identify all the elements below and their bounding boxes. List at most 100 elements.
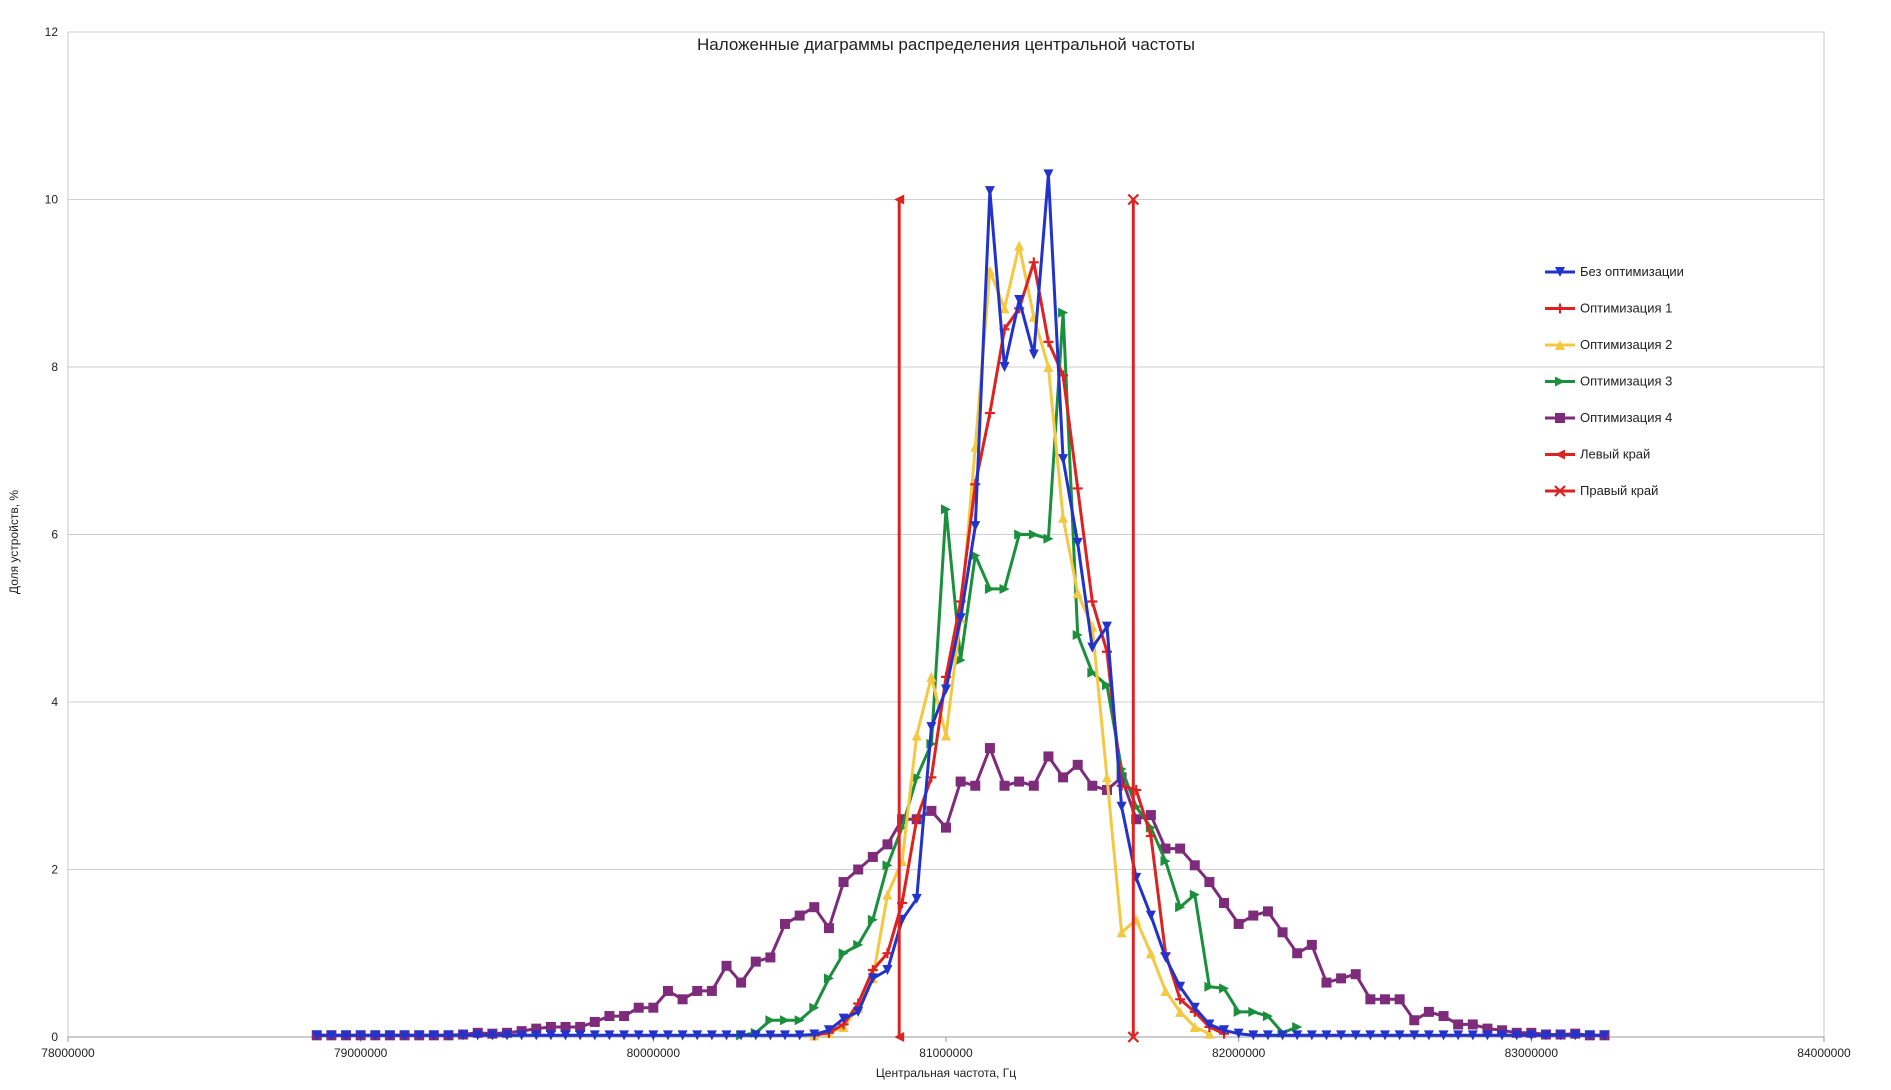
data-point <box>458 1030 469 1041</box>
data-point <box>692 1030 703 1041</box>
data-point <box>882 889 893 900</box>
data-point <box>867 965 878 975</box>
data-point <box>1058 772 1069 783</box>
data-point <box>1409 1015 1420 1026</box>
series-3 <box>736 307 1303 1041</box>
data-point <box>1292 948 1303 959</box>
data-point <box>648 1030 659 1041</box>
legend-marker <box>1555 340 1565 350</box>
x-tick-label: 79000000 <box>334 1046 388 1060</box>
data-point <box>984 583 995 594</box>
data-point <box>999 583 1010 594</box>
data-point <box>399 1030 410 1041</box>
data-point <box>589 1030 600 1041</box>
legend-marker <box>1555 303 1565 314</box>
data-point <box>1453 1019 1464 1030</box>
legend-marker <box>1555 413 1565 423</box>
data-point <box>1380 1030 1390 1041</box>
data-point <box>1482 1030 1493 1041</box>
legend-item: Без оптимизации <box>1545 264 1684 279</box>
data-point <box>955 776 966 787</box>
data-point <box>838 948 849 959</box>
data-point <box>589 1016 600 1027</box>
data-point <box>736 977 747 988</box>
data-point <box>1219 1025 1230 1036</box>
data-point <box>1350 969 1361 980</box>
data-point <box>1526 1030 1537 1041</box>
data-point <box>894 1032 905 1042</box>
data-point <box>1087 596 1098 607</box>
data-point <box>1292 1021 1303 1032</box>
data-point <box>677 994 688 1005</box>
data-point <box>1072 588 1083 599</box>
data-point <box>1438 1011 1449 1022</box>
data-point <box>1482 1023 1493 1034</box>
data-point <box>1175 902 1186 913</box>
data-point <box>838 1013 849 1024</box>
series-layer <box>311 169 1610 1043</box>
data-point <box>823 923 834 934</box>
data-point <box>970 550 981 561</box>
y-tick-label: 0 <box>51 1030 58 1044</box>
y-tick-label: 12 <box>45 25 59 39</box>
data-point <box>1380 994 1390 1005</box>
data-point <box>911 730 922 741</box>
data-point <box>1453 1030 1464 1041</box>
data-point <box>692 985 703 996</box>
data-point <box>1175 843 1186 854</box>
data-point <box>1189 889 1200 900</box>
data-point <box>1145 810 1156 821</box>
data-point <box>1058 307 1069 318</box>
data-point <box>1072 483 1083 494</box>
data-point <box>1043 751 1054 762</box>
data-point <box>1087 667 1098 678</box>
data-point <box>823 1025 834 1036</box>
chart-title: Наложенные диаграммы распределения центр… <box>697 35 1195 54</box>
data-point <box>604 1011 615 1022</box>
data-point <box>867 851 878 862</box>
data-point <box>428 1030 439 1041</box>
x-tick-label: 84000000 <box>1797 1046 1851 1060</box>
data-point <box>955 613 966 624</box>
data-point <box>472 1030 483 1041</box>
data-point <box>370 1030 381 1041</box>
data-point <box>765 952 776 963</box>
data-point <box>311 1030 322 1041</box>
data-point <box>911 814 922 825</box>
y-axis-label: Доля устройств, % <box>7 490 21 594</box>
data-point <box>1087 642 1098 653</box>
data-point <box>1160 985 1171 996</box>
data-point <box>1028 529 1039 540</box>
data-point <box>1584 1030 1595 1041</box>
data-point <box>1262 1030 1273 1041</box>
x-tick-label: 83000000 <box>1505 1046 1559 1060</box>
data-point <box>941 822 951 833</box>
data-point <box>1160 856 1171 867</box>
legend-item: Левый край <box>1545 447 1650 462</box>
data-point <box>1423 1030 1434 1041</box>
data-point <box>1262 906 1273 917</box>
data-point <box>1394 1030 1405 1041</box>
data-point <box>487 1030 498 1041</box>
data-point <box>662 1030 673 1041</box>
data-point <box>1131 814 1142 825</box>
data-point <box>1189 860 1200 871</box>
data-point <box>970 521 981 532</box>
data-point <box>1233 918 1244 929</box>
data-point <box>1467 1019 1478 1030</box>
legend-marker <box>1555 449 1565 460</box>
data-point <box>1145 948 1156 959</box>
data-point <box>1189 1021 1200 1032</box>
data-point <box>531 1030 542 1041</box>
data-point <box>1058 512 1069 523</box>
data-point <box>1219 983 1230 994</box>
data-point <box>911 893 922 904</box>
data-point <box>984 743 995 754</box>
data-point <box>1175 1006 1186 1017</box>
data-point <box>750 1030 761 1041</box>
data-point <box>341 1030 352 1041</box>
data-point <box>1277 927 1288 938</box>
data-point <box>1043 336 1054 347</box>
legend-item: Оптимизация 1 <box>1545 301 1672 316</box>
data-point <box>355 1030 366 1041</box>
